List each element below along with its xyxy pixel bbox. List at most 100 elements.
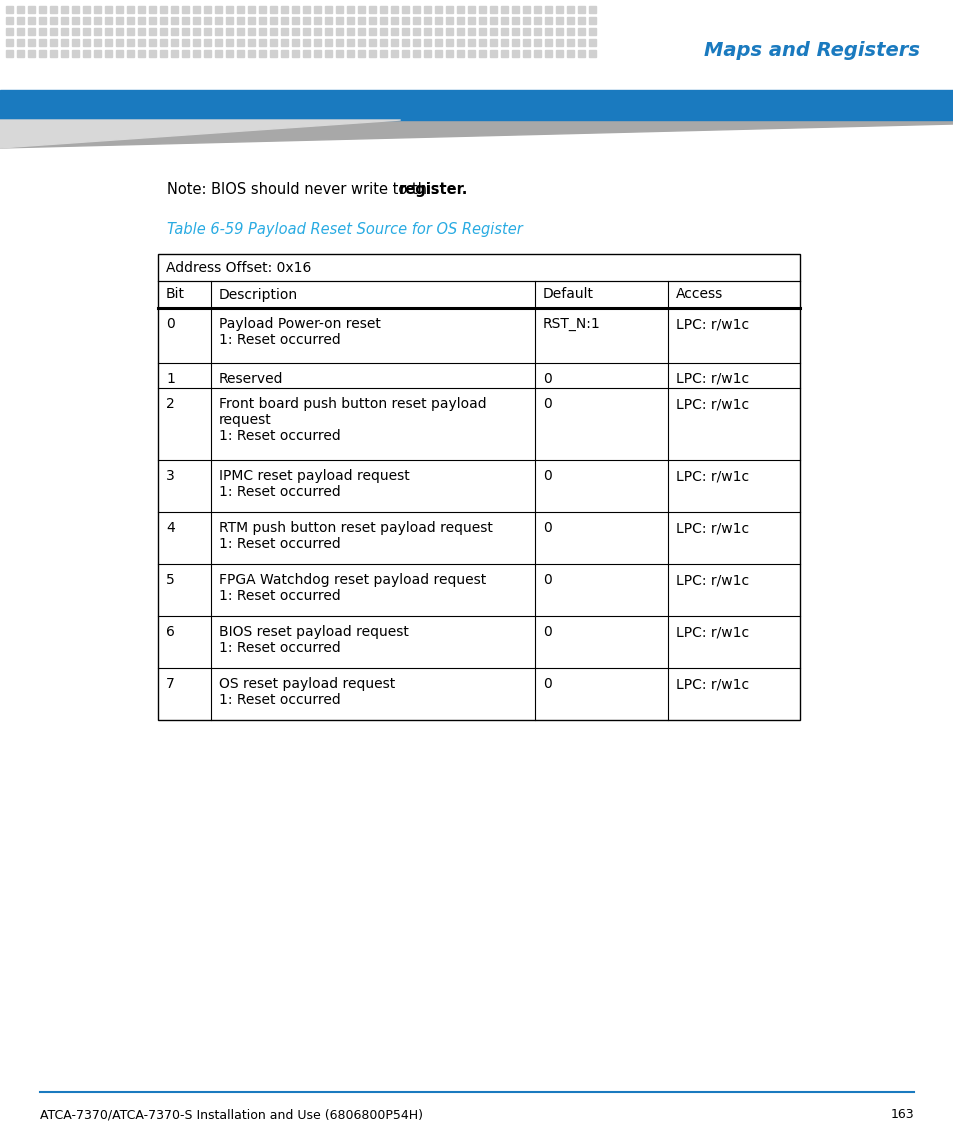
Text: FPGA Watchdog reset payload request: FPGA Watchdog reset payload request — [218, 572, 485, 587]
Bar — [61, 39, 68, 46]
Bar — [369, 50, 375, 57]
Bar — [314, 17, 320, 24]
Bar — [578, 6, 584, 13]
Bar — [182, 6, 189, 13]
Bar — [116, 6, 123, 13]
Bar — [160, 17, 167, 24]
Bar — [500, 6, 507, 13]
Bar — [325, 17, 332, 24]
Bar — [544, 50, 552, 57]
Bar — [401, 39, 409, 46]
Text: 3: 3 — [166, 469, 174, 483]
Bar — [325, 6, 332, 13]
Bar — [413, 39, 419, 46]
Bar — [500, 50, 507, 57]
Bar — [193, 39, 200, 46]
Bar — [512, 6, 518, 13]
Bar — [94, 50, 101, 57]
Bar — [335, 39, 343, 46]
Bar — [292, 6, 298, 13]
Bar — [270, 6, 276, 13]
Bar — [258, 50, 266, 57]
Bar — [236, 17, 244, 24]
Bar — [94, 39, 101, 46]
Bar — [588, 50, 596, 57]
Text: Maps and Registers: Maps and Registers — [703, 40, 919, 60]
Text: LPC: r/w1c: LPC: r/w1c — [675, 372, 748, 386]
Bar — [512, 17, 518, 24]
Bar — [226, 50, 233, 57]
Bar — [314, 27, 320, 35]
Bar — [468, 50, 475, 57]
Bar — [456, 17, 463, 24]
Bar — [347, 39, 354, 46]
Bar — [71, 50, 79, 57]
Text: 1: 1 — [166, 372, 174, 386]
Bar — [94, 17, 101, 24]
Bar — [248, 17, 254, 24]
Bar — [588, 17, 596, 24]
Text: OS reset payload request: OS reset payload request — [218, 677, 395, 690]
Bar — [357, 50, 365, 57]
Bar — [193, 17, 200, 24]
Bar — [258, 39, 266, 46]
Bar — [28, 6, 35, 13]
Bar — [116, 27, 123, 35]
Bar — [369, 39, 375, 46]
Bar — [281, 6, 288, 13]
Bar — [270, 27, 276, 35]
Bar — [28, 17, 35, 24]
Bar — [83, 17, 90, 24]
Text: 1: Reset occurred: 1: Reset occurred — [218, 693, 340, 706]
Bar — [6, 17, 13, 24]
Bar — [401, 50, 409, 57]
Bar — [500, 27, 507, 35]
Bar — [226, 39, 233, 46]
Bar — [292, 17, 298, 24]
Bar — [270, 50, 276, 57]
Bar — [171, 17, 178, 24]
Bar — [478, 6, 485, 13]
Text: LPC: r/w1c: LPC: r/w1c — [675, 317, 748, 331]
Bar — [94, 6, 101, 13]
Bar — [6, 6, 13, 13]
Bar — [391, 27, 397, 35]
Bar — [578, 39, 584, 46]
Bar — [468, 6, 475, 13]
Bar — [490, 6, 497, 13]
Text: 163: 163 — [889, 1108, 913, 1121]
Bar — [214, 17, 222, 24]
Text: LPC: r/w1c: LPC: r/w1c — [675, 677, 748, 690]
Bar — [566, 6, 574, 13]
Bar — [281, 50, 288, 57]
Bar — [423, 39, 431, 46]
Bar — [182, 27, 189, 35]
Bar — [522, 17, 530, 24]
Bar — [303, 27, 310, 35]
Text: Address Offset: 0x16: Address Offset: 0x16 — [166, 261, 311, 275]
Bar — [160, 6, 167, 13]
Bar — [71, 27, 79, 35]
Bar — [116, 50, 123, 57]
Bar — [105, 6, 112, 13]
Bar — [83, 39, 90, 46]
Text: Description: Description — [218, 287, 297, 301]
Bar — [468, 39, 475, 46]
Bar — [369, 6, 375, 13]
Bar — [347, 17, 354, 24]
Bar — [258, 27, 266, 35]
Text: 1: Reset occurred: 1: Reset occurred — [218, 429, 340, 443]
Bar — [303, 50, 310, 57]
Bar — [357, 6, 365, 13]
Bar — [281, 17, 288, 24]
Bar — [214, 39, 222, 46]
Bar — [214, 6, 222, 13]
Text: 0: 0 — [542, 521, 551, 535]
Bar — [314, 39, 320, 46]
Bar — [522, 39, 530, 46]
Bar — [236, 50, 244, 57]
Bar — [369, 27, 375, 35]
Text: 1: Reset occurred: 1: Reset occurred — [218, 641, 340, 655]
Bar — [578, 50, 584, 57]
Bar — [534, 17, 540, 24]
